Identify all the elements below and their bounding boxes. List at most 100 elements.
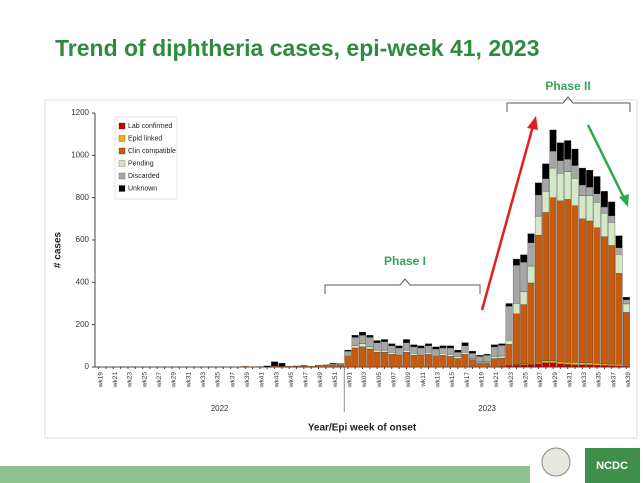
bar-segment	[556, 361, 564, 364]
group-label: 2023	[478, 404, 496, 413]
bar-segment	[432, 346, 440, 350]
bar-segment	[490, 358, 498, 368]
bar-segment	[425, 354, 432, 368]
bar-segment	[564, 362, 572, 365]
bar-segment	[344, 355, 352, 357]
bar-segment	[527, 364, 535, 368]
bar-segment	[505, 306, 513, 341]
bar-segment	[564, 140, 572, 160]
x-tick-label: wk47	[303, 372, 310, 389]
bar-segment	[608, 363, 616, 366]
bar-segment	[446, 347, 454, 355]
bar-segment	[608, 215, 616, 223]
bar-segment	[439, 345, 447, 349]
bar-segment	[593, 363, 601, 366]
bar-segment	[454, 349, 462, 353]
bar-segment	[307, 366, 315, 368]
bar-segment	[359, 343, 366, 348]
x-tick-label: wk51	[332, 372, 339, 389]
bar-segment	[381, 349, 388, 353]
bar-segment	[505, 344, 513, 366]
bar-segment	[461, 342, 469, 346]
legend-swatch	[118, 160, 126, 167]
rising-arrow-head	[527, 116, 538, 130]
bar-segment	[571, 148, 579, 166]
bar-segment	[476, 361, 484, 363]
bar-segment	[425, 345, 432, 353]
bar-segment	[461, 352, 469, 355]
y-tick-label: 600	[76, 235, 90, 244]
x-tick-label: wk29	[171, 372, 178, 389]
legend-label: Clin compatible	[128, 148, 176, 155]
legend-label: Lab confirmed	[128, 123, 172, 130]
x-tick-label: wk13	[435, 372, 442, 389]
bar-segment	[359, 335, 366, 344]
bar-segment	[351, 337, 359, 346]
bar-segment	[490, 356, 498, 359]
bar-segment	[476, 362, 484, 368]
x-tick-label: wk27	[537, 372, 544, 389]
bar-segment	[571, 362, 579, 366]
bar-segment	[432, 348, 440, 356]
bar-segment	[578, 362, 586, 366]
bar-segment	[578, 364, 586, 368]
bar-segment	[395, 345, 403, 349]
bar-segment	[600, 191, 608, 208]
bar-segment	[432, 355, 440, 357]
x-tick-label: wk01	[347, 372, 354, 389]
bar-segment	[534, 215, 542, 236]
bar-segment	[271, 361, 279, 367]
bar-segment	[322, 365, 330, 368]
bar-segment	[446, 354, 454, 357]
bar-segment	[417, 354, 425, 356]
bar-segment	[615, 247, 623, 255]
x-tick-label: wk49	[317, 372, 324, 389]
bar-segment	[483, 355, 491, 362]
bar-segment	[344, 349, 352, 352]
x-tick-label: wk31	[566, 372, 573, 389]
bar-segment	[410, 353, 418, 356]
bar-segment	[468, 350, 476, 354]
bar-segment	[564, 364, 572, 368]
bar-segment	[615, 235, 623, 248]
x-tick-label: wk07	[391, 372, 398, 389]
bar-segment	[571, 205, 579, 363]
bar-segment	[542, 178, 550, 192]
bar-segment	[578, 184, 586, 196]
x-tick-label: wk37	[610, 372, 617, 389]
bar-segment	[344, 350, 352, 356]
bar-segment	[615, 364, 623, 367]
bar-segment	[425, 343, 432, 346]
bar-segment	[527, 265, 535, 284]
bar-segment	[608, 222, 616, 246]
bar-segment	[527, 363, 535, 365]
logo-text: NCDC	[596, 460, 628, 472]
bar-segment	[586, 186, 594, 196]
bar-segment	[505, 303, 513, 307]
bar-segment	[476, 355, 484, 357]
bar-segment	[586, 220, 594, 363]
bar-segment	[388, 345, 396, 353]
bar-segment	[542, 212, 550, 361]
y-tick-label: 1200	[71, 108, 89, 117]
bar-segment	[608, 365, 616, 368]
legend-swatch	[118, 135, 126, 142]
y-tick-label: 1000	[71, 150, 89, 159]
bar-segment	[600, 213, 608, 237]
bar-segment	[410, 346, 418, 354]
bar-segment	[556, 363, 564, 368]
bar-segment	[512, 313, 520, 365]
bar-segment	[366, 335, 374, 338]
bar-segment	[381, 352, 388, 368]
bar-segment	[337, 365, 344, 368]
bar-segment	[388, 343, 396, 346]
bar-segment	[329, 364, 337, 368]
x-tick-label: wk23	[508, 372, 515, 389]
bar-segment	[432, 356, 440, 368]
bar-segment	[351, 335, 359, 338]
bar-segment	[586, 364, 594, 368]
bar-segment	[571, 165, 579, 179]
bar-segment	[593, 365, 601, 368]
bar-segment	[395, 347, 403, 355]
bar-segment	[359, 346, 366, 368]
